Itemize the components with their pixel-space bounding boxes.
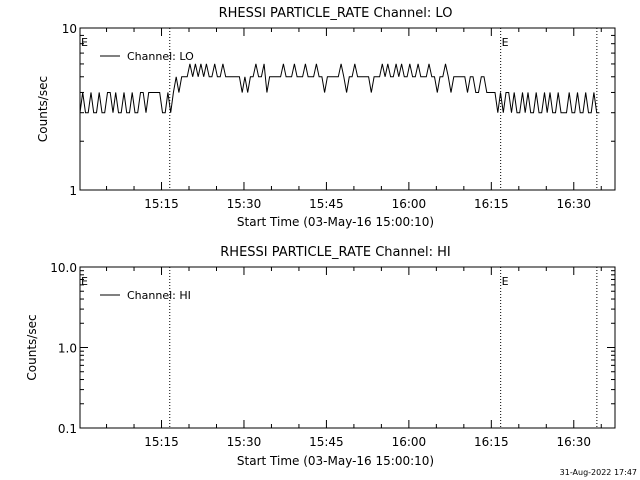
y-tick-label: 10 (62, 22, 77, 36)
x-tick-label: 16:15 (474, 435, 509, 449)
x-tick-label: 16:00 (392, 197, 427, 211)
chart-title: RHESSI PARTICLE_RATE Channel: LO (219, 6, 453, 21)
legend-entry: Channel: HI (127, 289, 191, 302)
panel-lo: RHESSI PARTICLE_RATE Channel: LO 15:15 15:… (36, 6, 616, 229)
x-tick-label: 15:30 (227, 435, 262, 449)
chart-title: RHESSI PARTICLE_RATE Channel: HI (220, 245, 450, 260)
x-axis-label: Start Time (03-May-16 15:00:10) (237, 215, 434, 229)
y-axis-label: Counts/sec (25, 314, 39, 380)
x-tick-label: 15:15 (144, 197, 179, 211)
legend-entry: Channel: LO (127, 50, 194, 63)
y-tick-label: 1.0 (58, 342, 77, 356)
x-tick-label: 16:00 (392, 435, 427, 449)
x-tick-label: 16:30 (556, 197, 591, 211)
x-tick-label: 15:15 (144, 435, 179, 449)
event-flag: E (502, 36, 509, 49)
x-tick-label: 15:45 (309, 435, 344, 449)
x-tick-label: 15:30 (227, 197, 262, 211)
event-flag: E (81, 36, 88, 49)
x-tick-label: 15:45 (309, 197, 344, 211)
x-axis-label: Start Time (03-May-16 15:00:10) (237, 454, 434, 468)
y-tick-label: 0.1 (58, 422, 77, 436)
event-flag: E (502, 275, 509, 288)
y-axis-label: Counts/sec (36, 76, 50, 142)
panel-hi: RHESSI PARTICLE_RATE Channel: HI 15:15 15:… (25, 245, 616, 468)
x-tick-label: 16:15 (474, 197, 509, 211)
footer-timestamp: 31-Aug-2022 17:47 (560, 468, 637, 477)
event-flag: E (81, 275, 88, 288)
y-tick-label: 10.0 (50, 261, 77, 275)
y-tick-label: 1 (69, 184, 77, 198)
series-line (79, 63, 600, 114)
x-tick-label: 16:30 (556, 435, 591, 449)
